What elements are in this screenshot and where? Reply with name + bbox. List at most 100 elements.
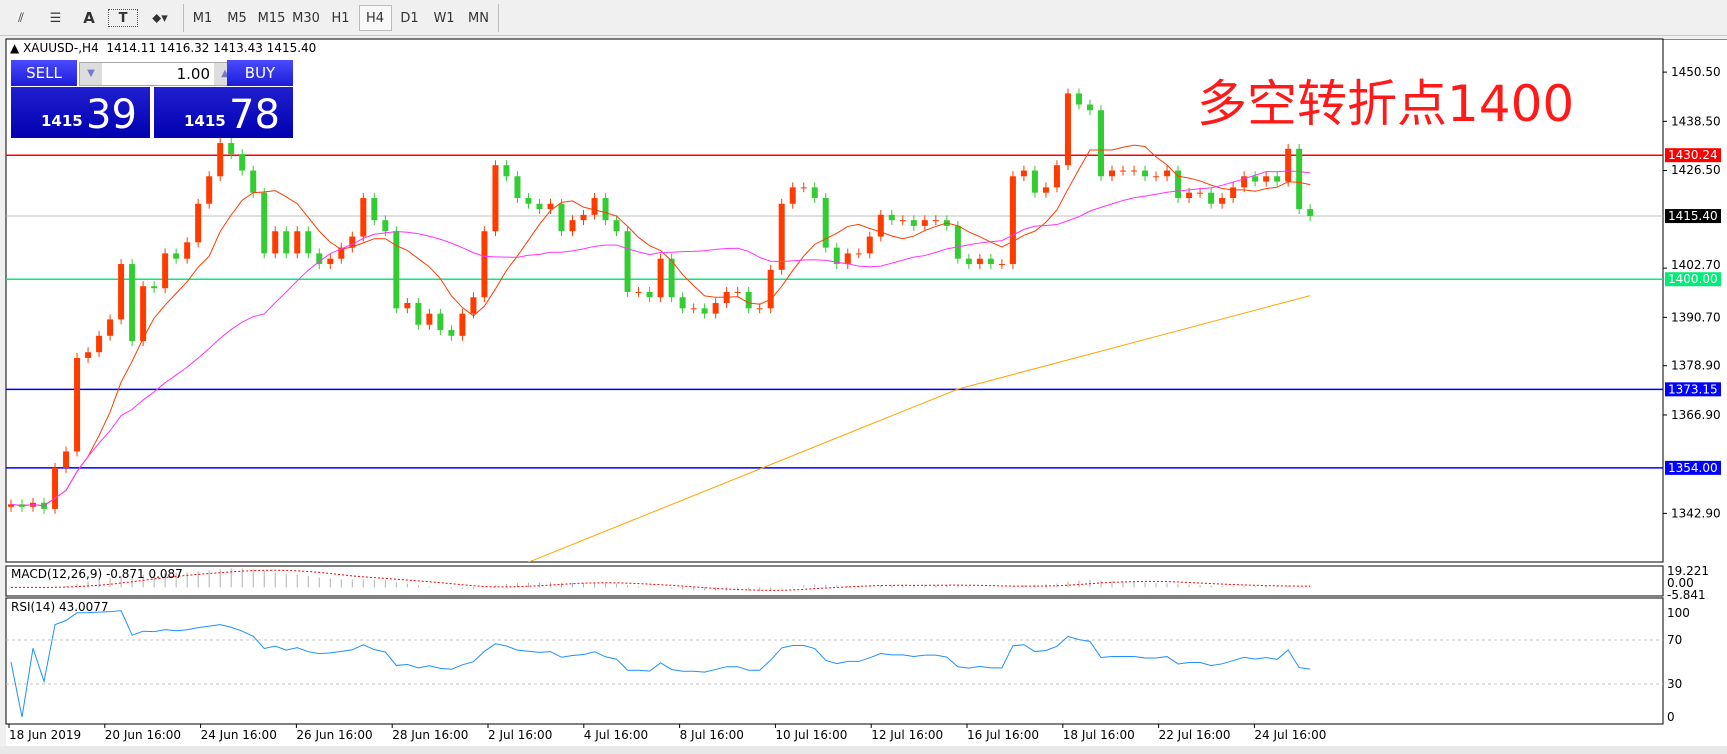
candle-body: [162, 253, 169, 289]
candle-body: [239, 154, 246, 171]
text-label-tool-icon[interactable]: T: [108, 9, 138, 27]
candle-body: [580, 214, 587, 221]
macd-label: MACD(12,26,9) -0.871 0.087: [11, 567, 183, 581]
sell-price-small: 1415: [41, 112, 83, 130]
time-label: 26 Jun 16:00: [296, 728, 372, 742]
price-label-1354.00: 1354.00: [1668, 461, 1718, 475]
candle-body: [536, 203, 543, 210]
candle-body: [1053, 165, 1060, 188]
candle-body: [448, 330, 455, 336]
price-label-1415.40: 1415.40: [1668, 209, 1718, 223]
candle-body: [624, 231, 631, 292]
candle-body: [888, 214, 895, 221]
buy-button[interactable]: BUY: [227, 60, 293, 86]
candle-body: [283, 231, 290, 254]
candle-body: [646, 291, 653, 298]
timeframe-m5[interactable]: M5: [227, 10, 247, 26]
timeframe-mn[interactable]: MN: [468, 10, 489, 26]
chart-header: ▲ XAUUSD-,H4 1414.11 1416.32 1413.43 141…: [10, 41, 316, 55]
candle-body: [1042, 187, 1049, 193]
candle-body: [360, 198, 367, 237]
rsi-axis-label: 70: [1667, 633, 1682, 647]
candle-body: [921, 220, 928, 226]
candle-body: [184, 242, 191, 259]
lot-decrease-icon[interactable]: ▼: [80, 63, 102, 85]
time-label: 18 Jul 16:00: [1063, 728, 1135, 742]
price-label-bg: [1665, 272, 1721, 287]
price-tick-label: 1366.90: [1671, 408, 1721, 422]
macd-panel: [5, 565, 1664, 597]
candle-body: [503, 165, 510, 177]
candle-body: [1109, 170, 1115, 177]
lines-tool-icon[interactable]: ⫽: [18, 10, 24, 26]
candle-body: [228, 143, 235, 155]
arrows-tool-icon[interactable]: ⬥▾: [152, 10, 168, 26]
buy-price-big: 78: [229, 92, 280, 138]
lot-value[interactable]: 1.00: [176, 65, 210, 83]
candle-body: [371, 198, 378, 221]
price-tick-label: 1378.90: [1671, 359, 1721, 373]
candle-body: [745, 291, 752, 309]
price-label-1430.24: 1430.24: [1668, 148, 1718, 162]
candle-body: [1274, 176, 1281, 182]
timeframe-m30[interactable]: M30: [292, 10, 320, 26]
candle-body: [1296, 148, 1303, 210]
time-label: 22 Jul 16:00: [1159, 728, 1231, 742]
price-label-bg: [1665, 460, 1721, 475]
ohlc-values: 1414.11 1416.32 1413.43 1415.40: [106, 41, 317, 55]
candle-body: [404, 303, 411, 309]
timeframe-h4[interactable]: H4: [358, 5, 392, 31]
fibo-tool-icon[interactable]: ☰: [49, 10, 62, 26]
text-tool-icon[interactable]: A: [83, 9, 95, 27]
candle-body: [1075, 93, 1082, 105]
candle-body: [954, 225, 961, 259]
candle-body: [877, 214, 884, 237]
price-tick-label: 1390.70: [1671, 310, 1721, 324]
price-tick-label: 1438.50: [1671, 114, 1721, 128]
toolbar: ⫽ ☰ A T ⬥▾ M1 M5 M15 M30 H1 H4 D1 W1 MN: [0, 0, 1727, 36]
candle-body: [1175, 170, 1182, 199]
candle-body: [701, 308, 708, 314]
candle-body: [789, 187, 796, 204]
ma-long-line: [528, 295, 1311, 562]
candle-body: [613, 220, 620, 232]
time-label: 20 Jun 16:00: [105, 728, 181, 742]
timeframe-h1[interactable]: H1: [331, 10, 350, 26]
candle-body: [316, 253, 323, 265]
price-label-bg: [1665, 148, 1721, 163]
candle-body: [1031, 170, 1038, 193]
timeframe-d1[interactable]: D1: [400, 10, 419, 26]
candle-body: [173, 253, 180, 259]
rsi-panel: [5, 597, 1664, 725]
candle-body: [140, 286, 147, 342]
timeframe-w1[interactable]: W1: [433, 10, 455, 26]
candle-body: [481, 231, 488, 298]
candle-body: [1263, 176, 1270, 182]
candle-body: [1164, 170, 1171, 177]
candle-body: [976, 258, 983, 265]
lot-size-input[interactable]: ▼ 1.00 ▲: [79, 62, 237, 86]
chart-annotation[interactable]: 多空转折点1400: [1197, 75, 1575, 133]
candle-body: [844, 253, 851, 265]
sell-button[interactable]: SELL: [11, 60, 77, 86]
macd-axis-label: 19.221: [1667, 564, 1709, 578]
timeframe-m1[interactable]: M1: [192, 10, 213, 26]
timeframe-m15[interactable]: M15: [257, 10, 286, 26]
main-plot: [6, 88, 1663, 562]
collapse-icon[interactable]: ▲: [10, 41, 20, 55]
ma-fast-line: [10, 144, 1311, 507]
candle-body: [756, 308, 763, 310]
candle-body: [899, 220, 906, 222]
candle-body: [327, 258, 334, 265]
candle-body: [635, 291, 642, 293]
candle-body: [1241, 176, 1248, 188]
macd-axis-label: 0.00: [1667, 576, 1694, 590]
rsi-axis-label: 30: [1667, 677, 1682, 691]
candle-body: [151, 286, 158, 289]
buy-price-button[interactable]: 1415 78: [154, 87, 293, 138]
sell-price-button[interactable]: 1415 39: [11, 87, 150, 138]
candle-body: [1020, 170, 1027, 177]
candle-body: [569, 220, 576, 232]
candle-body: [415, 303, 422, 325]
candle-body: [811, 187, 818, 199]
